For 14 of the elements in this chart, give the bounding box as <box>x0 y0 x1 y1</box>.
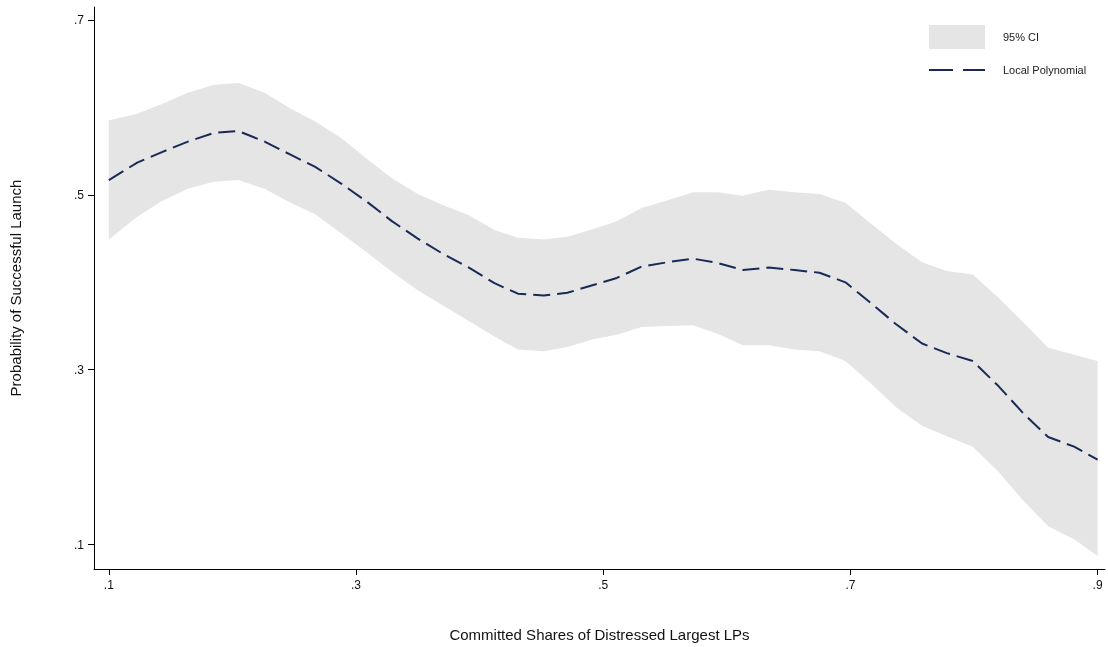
y-tick-label: .3 <box>73 362 85 377</box>
x-tick-label: .1 <box>103 578 115 592</box>
annotation: 95% CI <box>1003 31 1040 43</box>
line-series <box>107 130 1099 461</box>
x-tick-label: .9 <box>1092 578 1103 592</box>
x-axis-title: Committed Shares of Distressed Largest LPs <box>449 626 750 643</box>
x-tick-label: .7 <box>845 578 856 592</box>
y-tick-label: .7 <box>73 13 85 28</box>
y-axis-title: Probability of Successful Launch <box>7 179 24 397</box>
y-tick-label: .5 <box>73 187 85 202</box>
y-tick-label: .1 <box>73 537 85 552</box>
text: Local Polynomial <box>1003 64 1087 76</box>
x-tick-label: .5 <box>598 578 609 592</box>
x-tick-label: .3 <box>351 578 362 592</box>
